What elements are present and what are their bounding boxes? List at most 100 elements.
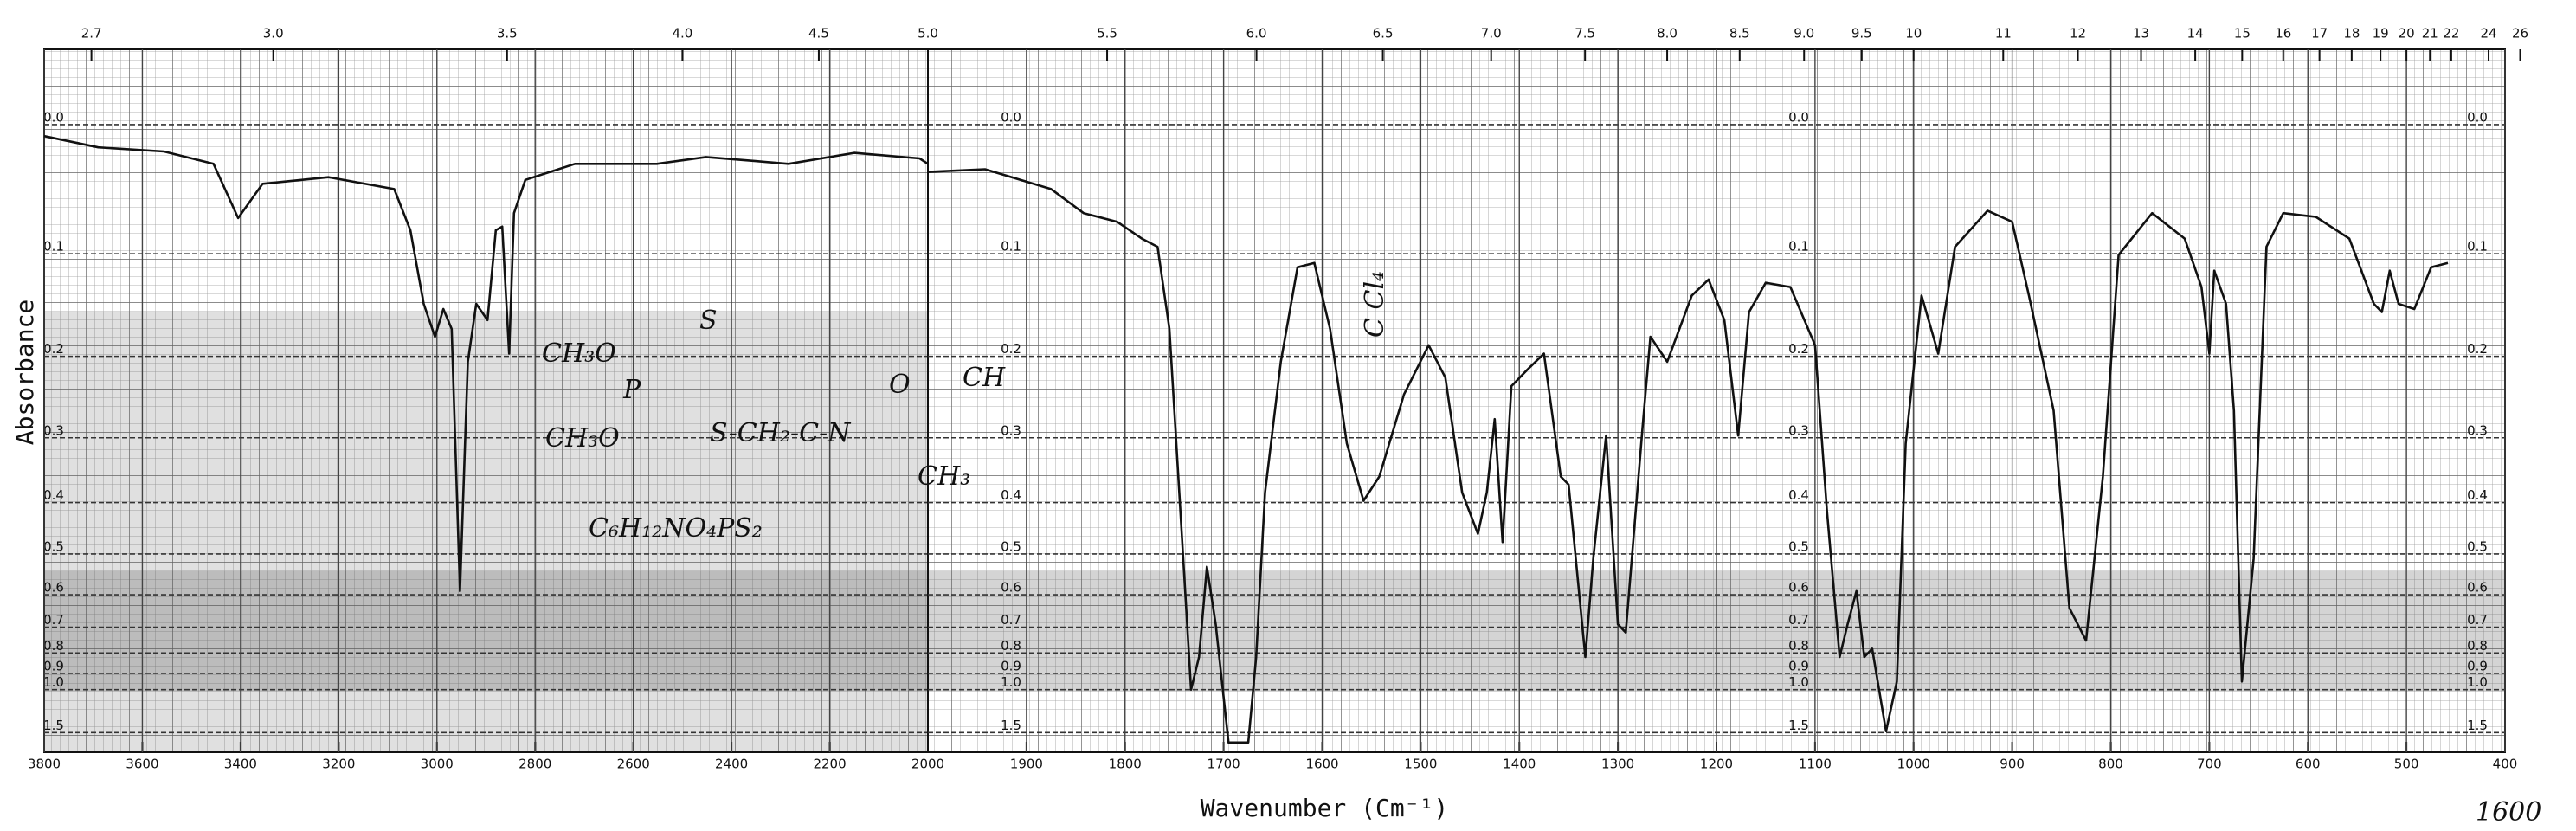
x-tick-label: 1200: [1700, 757, 1733, 772]
y-tick-label: 0.1: [43, 239, 64, 254]
y-tick-label: 0.8: [43, 638, 64, 654]
x2-tick-label: 18: [2343, 26, 2360, 42]
annotation: P: [622, 375, 641, 405]
x2-tick-label: 10: [1905, 26, 1922, 42]
x2-tick-label: 20: [2399, 26, 2415, 42]
annotation: S: [699, 306, 718, 336]
annotation: C Cl₄: [1360, 271, 1390, 338]
x-tick-label: 3600: [126, 757, 158, 772]
x2-tick-label: 3.5: [497, 26, 518, 42]
y-tick-label: 0.2: [1001, 341, 1021, 357]
y-tick-label: 0.9: [1788, 658, 1809, 673]
x2-tick-label: 15: [2234, 26, 2251, 42]
x-tick-label: 600: [2296, 757, 2321, 772]
x-tick-label: 1900: [1010, 757, 1043, 772]
x2-tick-label: 8.5: [1729, 26, 1750, 42]
y-tick-label: 0.2: [1788, 341, 1809, 357]
y-tick-label: 0.5: [1788, 538, 1809, 554]
x2-tick-label: 9.0: [1794, 26, 1814, 42]
x2-tick-label: 5.0: [918, 26, 938, 42]
x2-tick-label: 22: [2443, 26, 2459, 42]
y-tick-label: 0.7: [2467, 612, 2488, 628]
x2-tick-label: 7.0: [1481, 26, 1502, 42]
x-axis-title: Wavenumber (Cm⁻¹): [1201, 794, 1449, 822]
y-tick-label: 0.7: [1788, 612, 1809, 628]
y-tick-label: 1.5: [1001, 718, 1021, 733]
x2-tick-label: 24: [2480, 26, 2496, 42]
x-tick-label: 800: [2098, 757, 2123, 772]
y-tick-label: 0.4: [1001, 487, 1021, 503]
x2-tick-label: 19: [2373, 26, 2389, 42]
x-tick-label: 400: [2493, 757, 2518, 772]
y-tick-label: 0.1: [1001, 239, 1021, 254]
y-tick-label: 0.3: [1001, 422, 1021, 438]
y-tick-label: 0.8: [1001, 638, 1021, 654]
y-tick-label: 0.6: [43, 580, 64, 596]
x2-tick-label: 5.5: [1097, 26, 1117, 42]
x2-tick-label: 17: [2311, 26, 2328, 42]
y-tick-label: 0.1: [2467, 239, 2488, 254]
x-tick-label: 3800: [28, 757, 61, 772]
x2-tick-label: 16: [2275, 26, 2291, 42]
annotation: C₆H₁₂NO₄PS₂: [589, 513, 763, 544]
y-tick-label: 0.9: [43, 658, 64, 673]
x2-tick-label: 13: [2133, 26, 2149, 42]
y-tick-label: 0.8: [1788, 638, 1809, 654]
y-tick-label: 0.0: [43, 109, 64, 125]
y-tick-label: 0.3: [43, 422, 64, 438]
x2-tick-label: 4.5: [808, 26, 829, 42]
x-tick-label: 2400: [715, 757, 748, 772]
y-tick-label: 0.8: [2467, 638, 2488, 654]
y-tick-label: 0.0: [1788, 109, 1809, 125]
y-tick-label: 1.0: [2467, 674, 2488, 690]
x-tick-label: 700: [2197, 757, 2222, 772]
annotation: O: [889, 370, 911, 400]
annotation: CH₃: [918, 461, 970, 492]
x-tick-label: 2800: [518, 757, 551, 772]
y-tick-label: 0.3: [2467, 422, 2488, 438]
y-axis-title: Absorbance: [10, 300, 39, 446]
x-tick-label: 1500: [1404, 757, 1437, 772]
x2-tick-label: 9.5: [1852, 26, 1872, 42]
x2-tick-label: 8.0: [1657, 26, 1678, 42]
y-tick-label: 0.7: [43, 612, 64, 628]
x-tick-label: 1600: [1305, 757, 1338, 772]
x2-tick-label: 14: [2187, 26, 2204, 42]
y-tick-label: 0.4: [1788, 487, 1809, 503]
x-tick-label: 1300: [1601, 757, 1634, 772]
x-tick-label: 500: [2394, 757, 2419, 772]
x-tick-label: 3200: [322, 757, 355, 772]
x-tick-label: 1700: [1208, 757, 1240, 772]
x2-tick-label: 6.0: [1246, 26, 1267, 42]
annotation: CH₃O: [542, 338, 616, 369]
y-tick-label: 0.6: [1788, 580, 1809, 596]
x-tick-label: 1100: [1799, 757, 1832, 772]
x-tick-label: 1000: [1897, 757, 1930, 772]
x-tick-label: 2000: [911, 757, 944, 772]
y-tick-label: 1.0: [43, 674, 64, 690]
y-tick-label: 0.3: [1788, 422, 1809, 438]
x2-tick-label: 3.0: [263, 26, 284, 42]
y-tick-label: 0.2: [43, 341, 64, 357]
x-tick-label: 3000: [421, 757, 454, 772]
x2-tick-label: 2.7: [81, 26, 102, 42]
y-tick-label: 0.9: [1001, 658, 1021, 673]
annotation: CH: [963, 363, 1006, 393]
x2-tick-label: 26: [2512, 26, 2528, 42]
x-tick-label: 1800: [1109, 757, 1142, 772]
spectrum-line: [927, 168, 2449, 744]
y-tick-label: 0.5: [2467, 538, 2488, 554]
x-tick-label: 2200: [813, 757, 846, 772]
y-tick-label: 0.0: [2467, 109, 2488, 125]
x2-tick-label: 11: [1995, 26, 2012, 42]
y-tick-label: 0.9: [2467, 658, 2488, 673]
y-tick-label: 0.6: [2467, 580, 2488, 596]
y-tick-label: 0.4: [2467, 487, 2488, 503]
y-tick-label: 1.5: [1788, 718, 1809, 733]
y-tick-label: 1.5: [2467, 718, 2488, 733]
x2-tick-label: 7.5: [1575, 26, 1595, 42]
annotation: 1600: [2476, 797, 2541, 828]
y-tick-label: 0.6: [1001, 580, 1021, 596]
